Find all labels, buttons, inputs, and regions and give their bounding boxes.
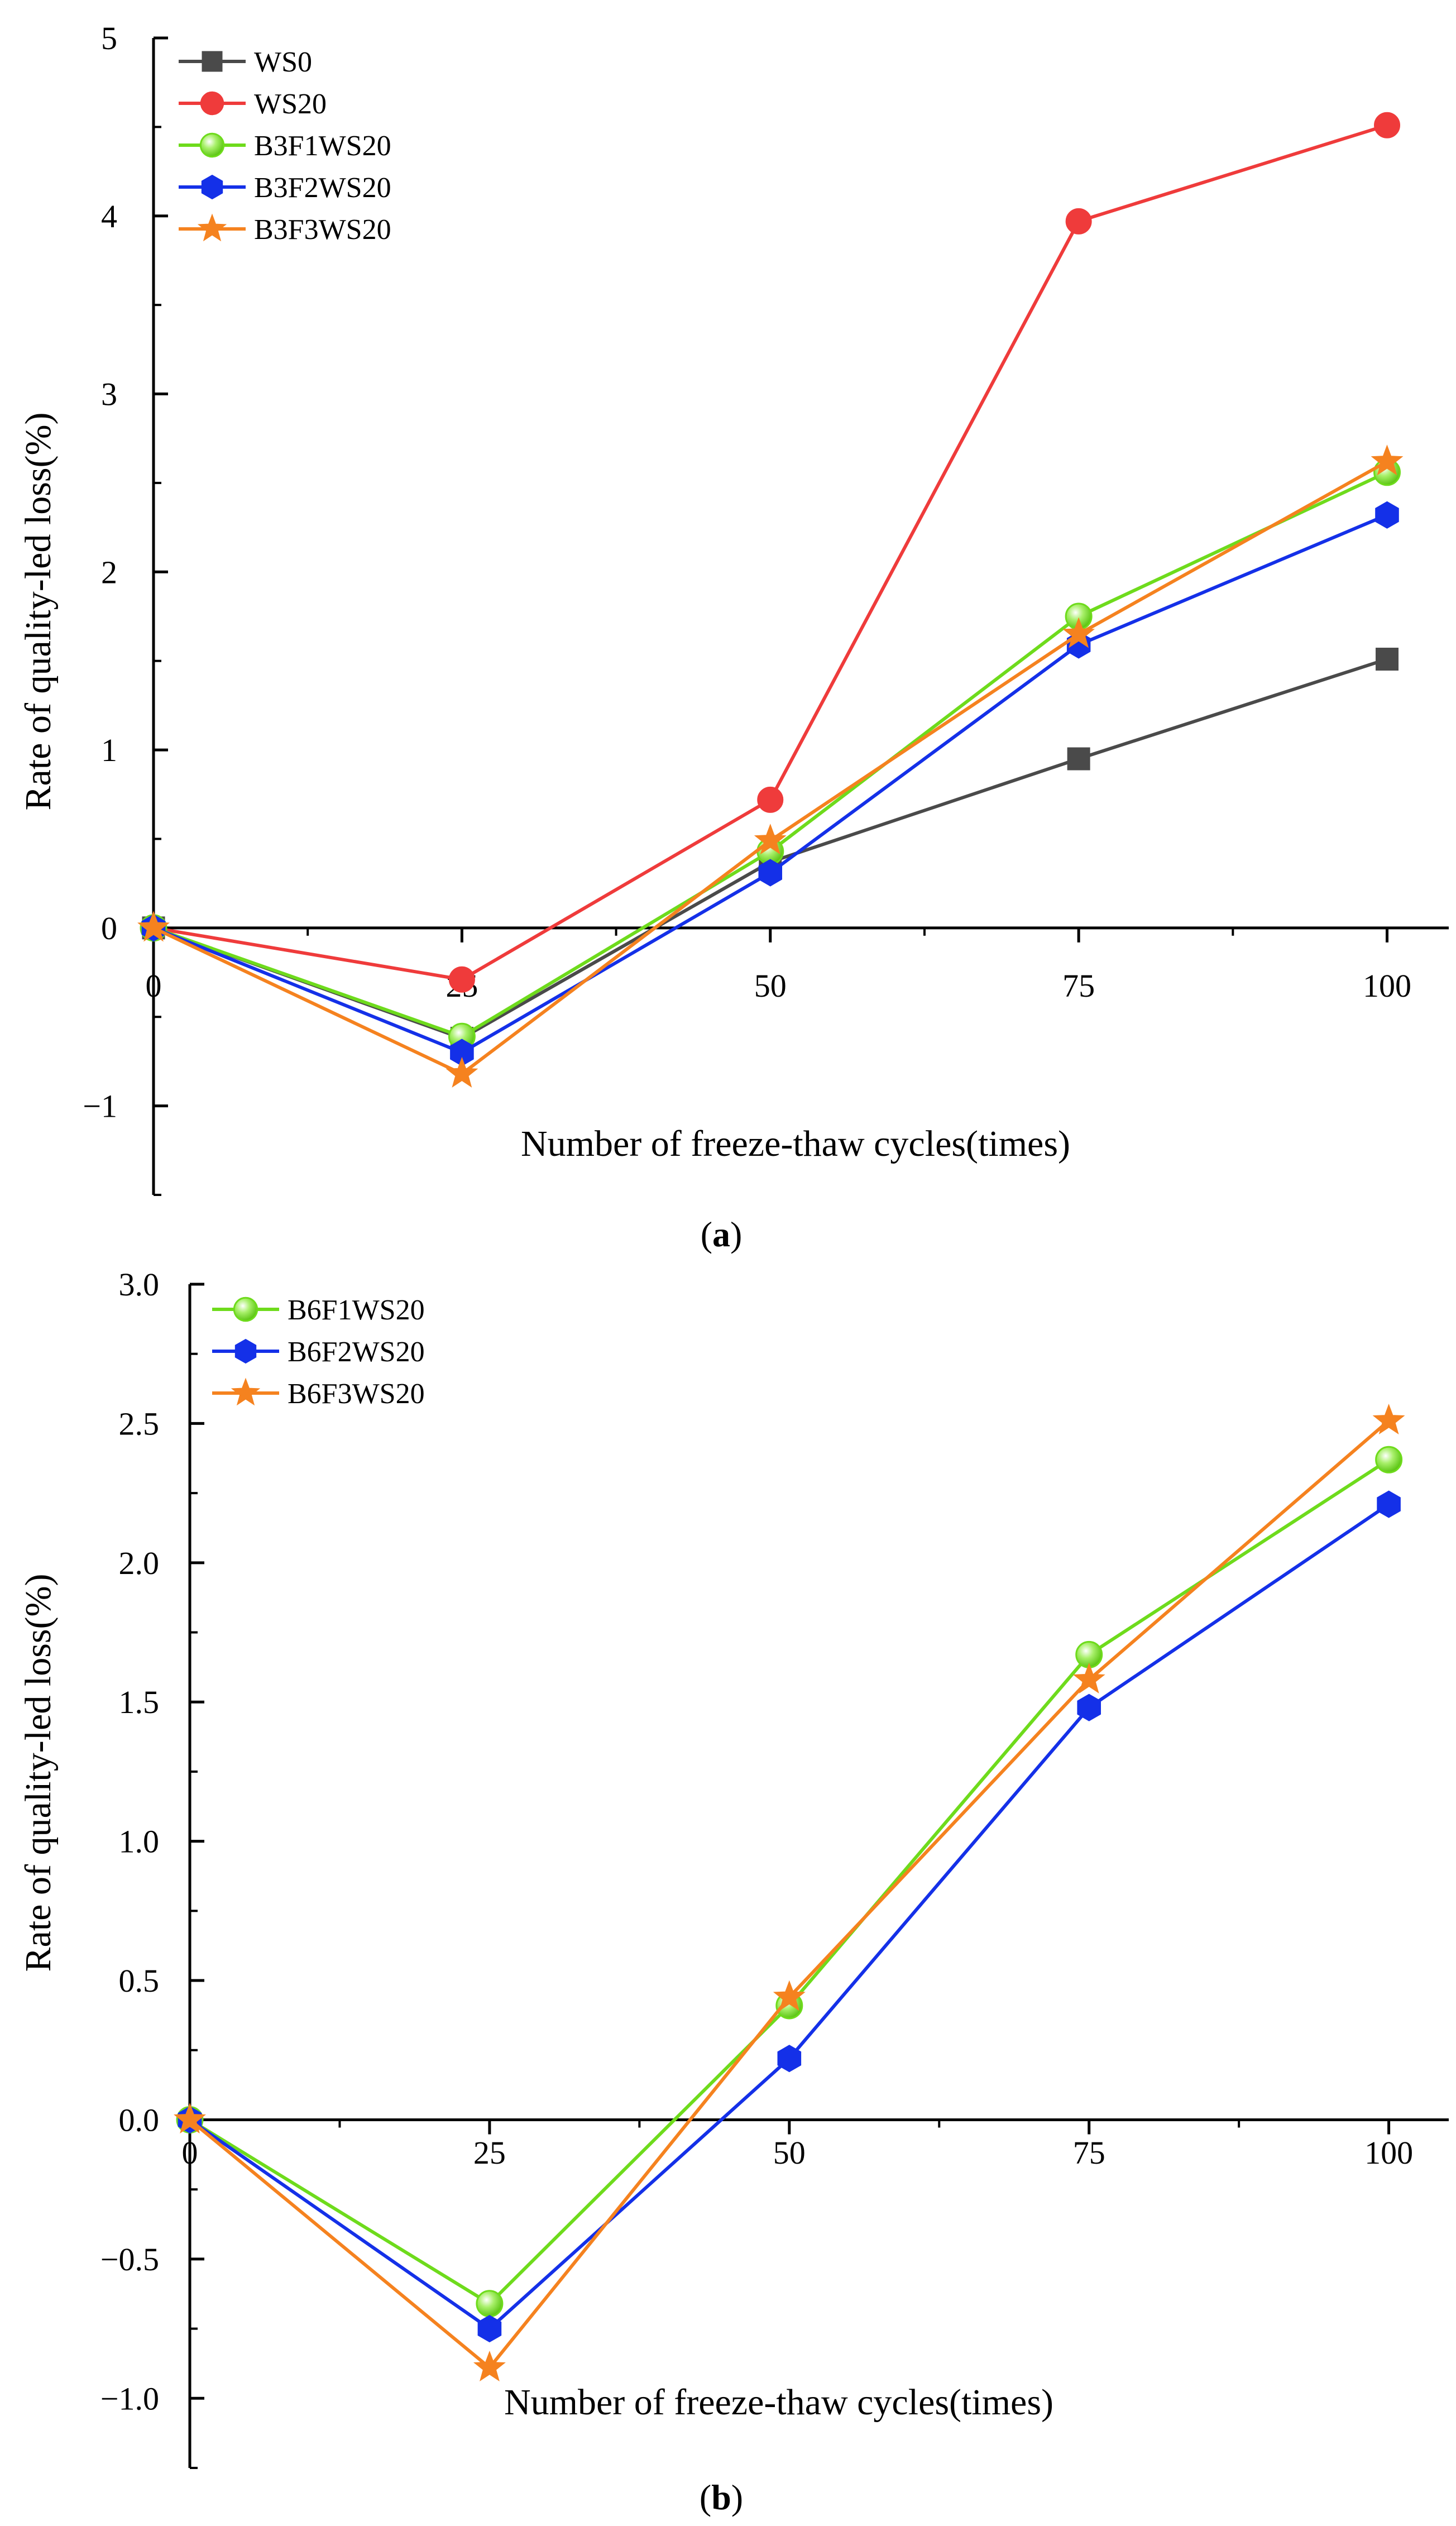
x-tick-label: 100 xyxy=(1363,968,1411,1004)
figure-caption-b: (b) xyxy=(700,2477,743,2517)
data-point xyxy=(1374,112,1401,138)
legend-marker xyxy=(197,213,227,242)
legend-label: B3F2WS20 xyxy=(254,172,391,204)
series-line xyxy=(189,1503,1390,2331)
data-point xyxy=(758,859,782,887)
x-tick-label: 50 xyxy=(754,968,787,1004)
data-point xyxy=(1077,1693,1101,1721)
data-point xyxy=(448,966,475,993)
y-tick-label: 3.0 xyxy=(119,1266,160,1303)
legend-label: WS0 xyxy=(254,46,312,78)
legend-marker xyxy=(200,91,224,116)
data-point xyxy=(1072,1662,1105,1693)
data-point xyxy=(473,2350,506,2382)
legend-marker xyxy=(234,1338,257,1364)
y-axis-title: Rate of quality-led loss(%) xyxy=(18,413,59,811)
x-tick-label: 100 xyxy=(1364,2135,1413,2171)
y-tick-label: 0 xyxy=(101,910,117,946)
x-tick-label: 75 xyxy=(1073,2135,1105,2171)
legend-marker xyxy=(199,132,225,158)
y-tick-label: 2 xyxy=(101,554,117,590)
caption-letter-b: b xyxy=(711,2477,731,2517)
y-tick-label: −1 xyxy=(83,1088,117,1125)
caption-letter-a: a xyxy=(712,1214,730,1254)
legend-label: WS20 xyxy=(254,88,327,120)
x-tick-label: 0 xyxy=(182,2135,198,2171)
y-tick-label: 1.0 xyxy=(119,1824,160,1860)
y-tick-label: 2.5 xyxy=(119,1405,160,1442)
data-point xyxy=(1062,617,1095,648)
data-point xyxy=(777,2045,802,2073)
legend-label: B6F3WS20 xyxy=(288,1378,425,1410)
series-B6F2WS20 xyxy=(178,1490,1401,2343)
x-tick-label: 75 xyxy=(1062,968,1095,1004)
x-tick-label: 25 xyxy=(473,2135,506,2171)
data-point xyxy=(1371,444,1404,476)
y-tick-label: 2.0 xyxy=(119,1545,160,1581)
legend-label: B6F2WS20 xyxy=(288,1336,425,1368)
data-point xyxy=(1375,1446,1403,1473)
y-axis-title: Rate of quality-led loss(%) xyxy=(18,1574,59,1972)
legend: B6F1WS20 B6F2WS20 B6F3WS20 xyxy=(212,1294,425,1410)
data-point xyxy=(1376,648,1399,671)
y-tick-label: 4 xyxy=(101,198,117,235)
legend-label: B3F3WS20 xyxy=(254,214,391,246)
chart-panel-a: Rate of quality-led loss(%) Number of fr… xyxy=(18,20,1449,1254)
x-axis-title: Number of freeze-thaw cycles(times) xyxy=(504,2382,1053,2423)
data-point xyxy=(754,824,787,855)
y-tick-label: 3 xyxy=(101,376,117,413)
y-tick-label: 5 xyxy=(101,20,117,56)
y-tick-label: 1 xyxy=(101,732,117,768)
legend-marker xyxy=(202,51,223,72)
data-point xyxy=(446,1056,478,1088)
series-line xyxy=(189,1458,1390,2306)
legend-marker xyxy=(231,1377,261,1406)
series-line xyxy=(189,1419,1390,2370)
chart-panel-b: Rate of quality-led loss(%) Number of fr… xyxy=(18,1266,1449,2517)
series-B3F1WS20 xyxy=(140,458,1401,1050)
series-line xyxy=(153,471,1388,1039)
data-point xyxy=(1377,1490,1401,1518)
series-B6F3WS20 xyxy=(174,1403,1405,2382)
figure-caption-a: (a) xyxy=(701,1214,743,1254)
legend-marker xyxy=(201,174,223,200)
x-axis-title: Number of freeze-thaw cycles(times) xyxy=(521,1123,1070,1164)
data-point xyxy=(773,1980,806,2011)
data-point xyxy=(1372,1403,1405,1435)
data-point xyxy=(1065,208,1092,235)
data-point xyxy=(757,786,784,813)
data-point xyxy=(174,2103,206,2134)
legend-marker xyxy=(233,1297,258,1322)
data-point xyxy=(1375,501,1399,529)
y-tick-label: 0.5 xyxy=(119,1963,160,1999)
y-tick-label: 1.5 xyxy=(119,1684,160,1720)
legend-label: B3F1WS20 xyxy=(254,130,391,162)
x-tick-label: 50 xyxy=(773,2135,806,2171)
y-tick-label: 0.0 xyxy=(119,2102,160,2138)
y-tick-label: −1.0 xyxy=(100,2380,159,2417)
data-point xyxy=(477,2315,502,2343)
data-point xyxy=(476,2290,504,2318)
legend: WS0 WS20 B3F1WS20 B3F2WS20 B3F3WS20 xyxy=(179,46,391,246)
data-point xyxy=(137,911,170,942)
series-B3F3WS20 xyxy=(137,444,1404,1088)
legend-label: B6F1WS20 xyxy=(288,1294,425,1326)
y-tick-label: −0.5 xyxy=(100,2241,159,2278)
x-tick-label: 0 xyxy=(146,968,162,1004)
series-B6F1WS20 xyxy=(176,1446,1403,2318)
data-point xyxy=(1067,747,1090,771)
